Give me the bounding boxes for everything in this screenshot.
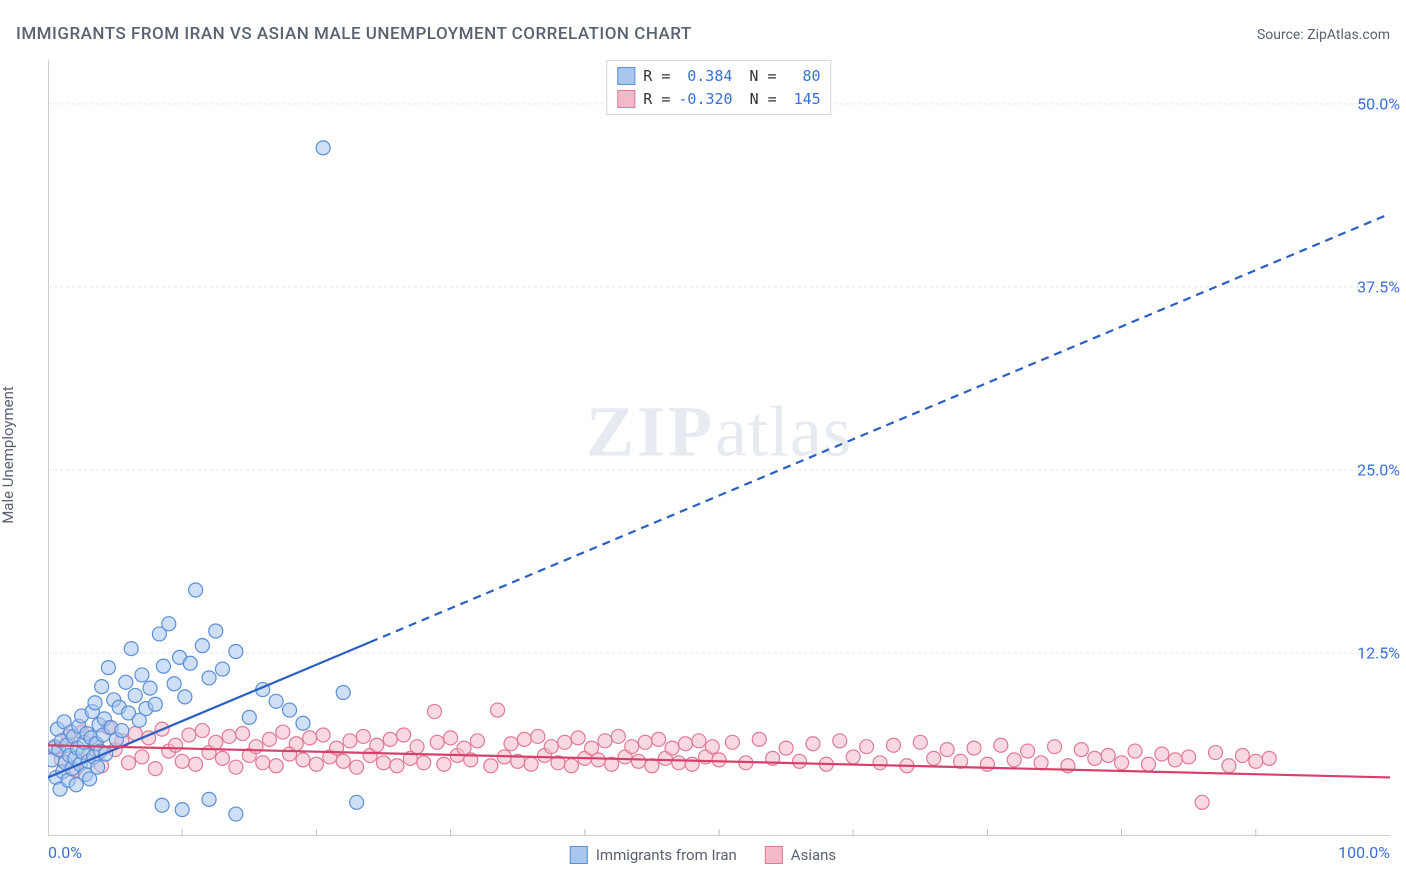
bottom-legend: Immigrants from Iran Asians: [570, 846, 836, 864]
y-tick-label: 12.5%: [1357, 643, 1400, 662]
legend-label: Asians: [791, 846, 836, 864]
stats-row: R = 0.384 N = 80: [617, 65, 820, 88]
r-label: R =: [643, 88, 670, 111]
legend-item: Immigrants from Iran: [570, 846, 737, 864]
r-label: R =: [643, 65, 670, 88]
correlation-stats-box: R = 0.384 N = 80 R = -0.320 N = 145: [606, 60, 831, 115]
y-tick-label: 50.0%: [1357, 94, 1400, 113]
legend-swatch: [765, 846, 783, 864]
r-value: -0.320: [678, 88, 732, 111]
n-value: 145: [785, 88, 821, 111]
n-label: N =: [740, 65, 776, 88]
legend-swatch: [570, 846, 588, 864]
n-label: N =: [741, 88, 777, 111]
stats-row: R = -0.320 N = 145: [617, 88, 820, 111]
series-swatch: [617, 90, 635, 108]
x-tick-min: 0.0%: [48, 843, 82, 862]
source-label: Source: ZipAtlas.com: [1257, 27, 1390, 43]
plot-area: ZIPatlas R = 0.384 N = 80 R = -0.320 N =…: [48, 60, 1390, 836]
series-swatch: [617, 67, 635, 85]
x-tick-max: 100.0%: [1338, 843, 1390, 862]
y-tick-label: 37.5%: [1357, 277, 1400, 296]
legend-label: Immigrants from Iran: [596, 846, 737, 864]
title-bar: IMMIGRANTS FROM IRAN VS ASIAN MALE UNEMP…: [16, 24, 1390, 44]
chart-title: IMMIGRANTS FROM IRAN VS ASIAN MALE UNEMP…: [16, 24, 692, 44]
n-value: 80: [785, 65, 821, 88]
r-value: 0.384: [678, 65, 732, 88]
scatter-chart: [48, 60, 1390, 836]
legend-item: Asians: [765, 846, 836, 864]
y-axis-label: Male Unemployment: [0, 386, 17, 524]
y-tick-label: 25.0%: [1357, 460, 1400, 479]
